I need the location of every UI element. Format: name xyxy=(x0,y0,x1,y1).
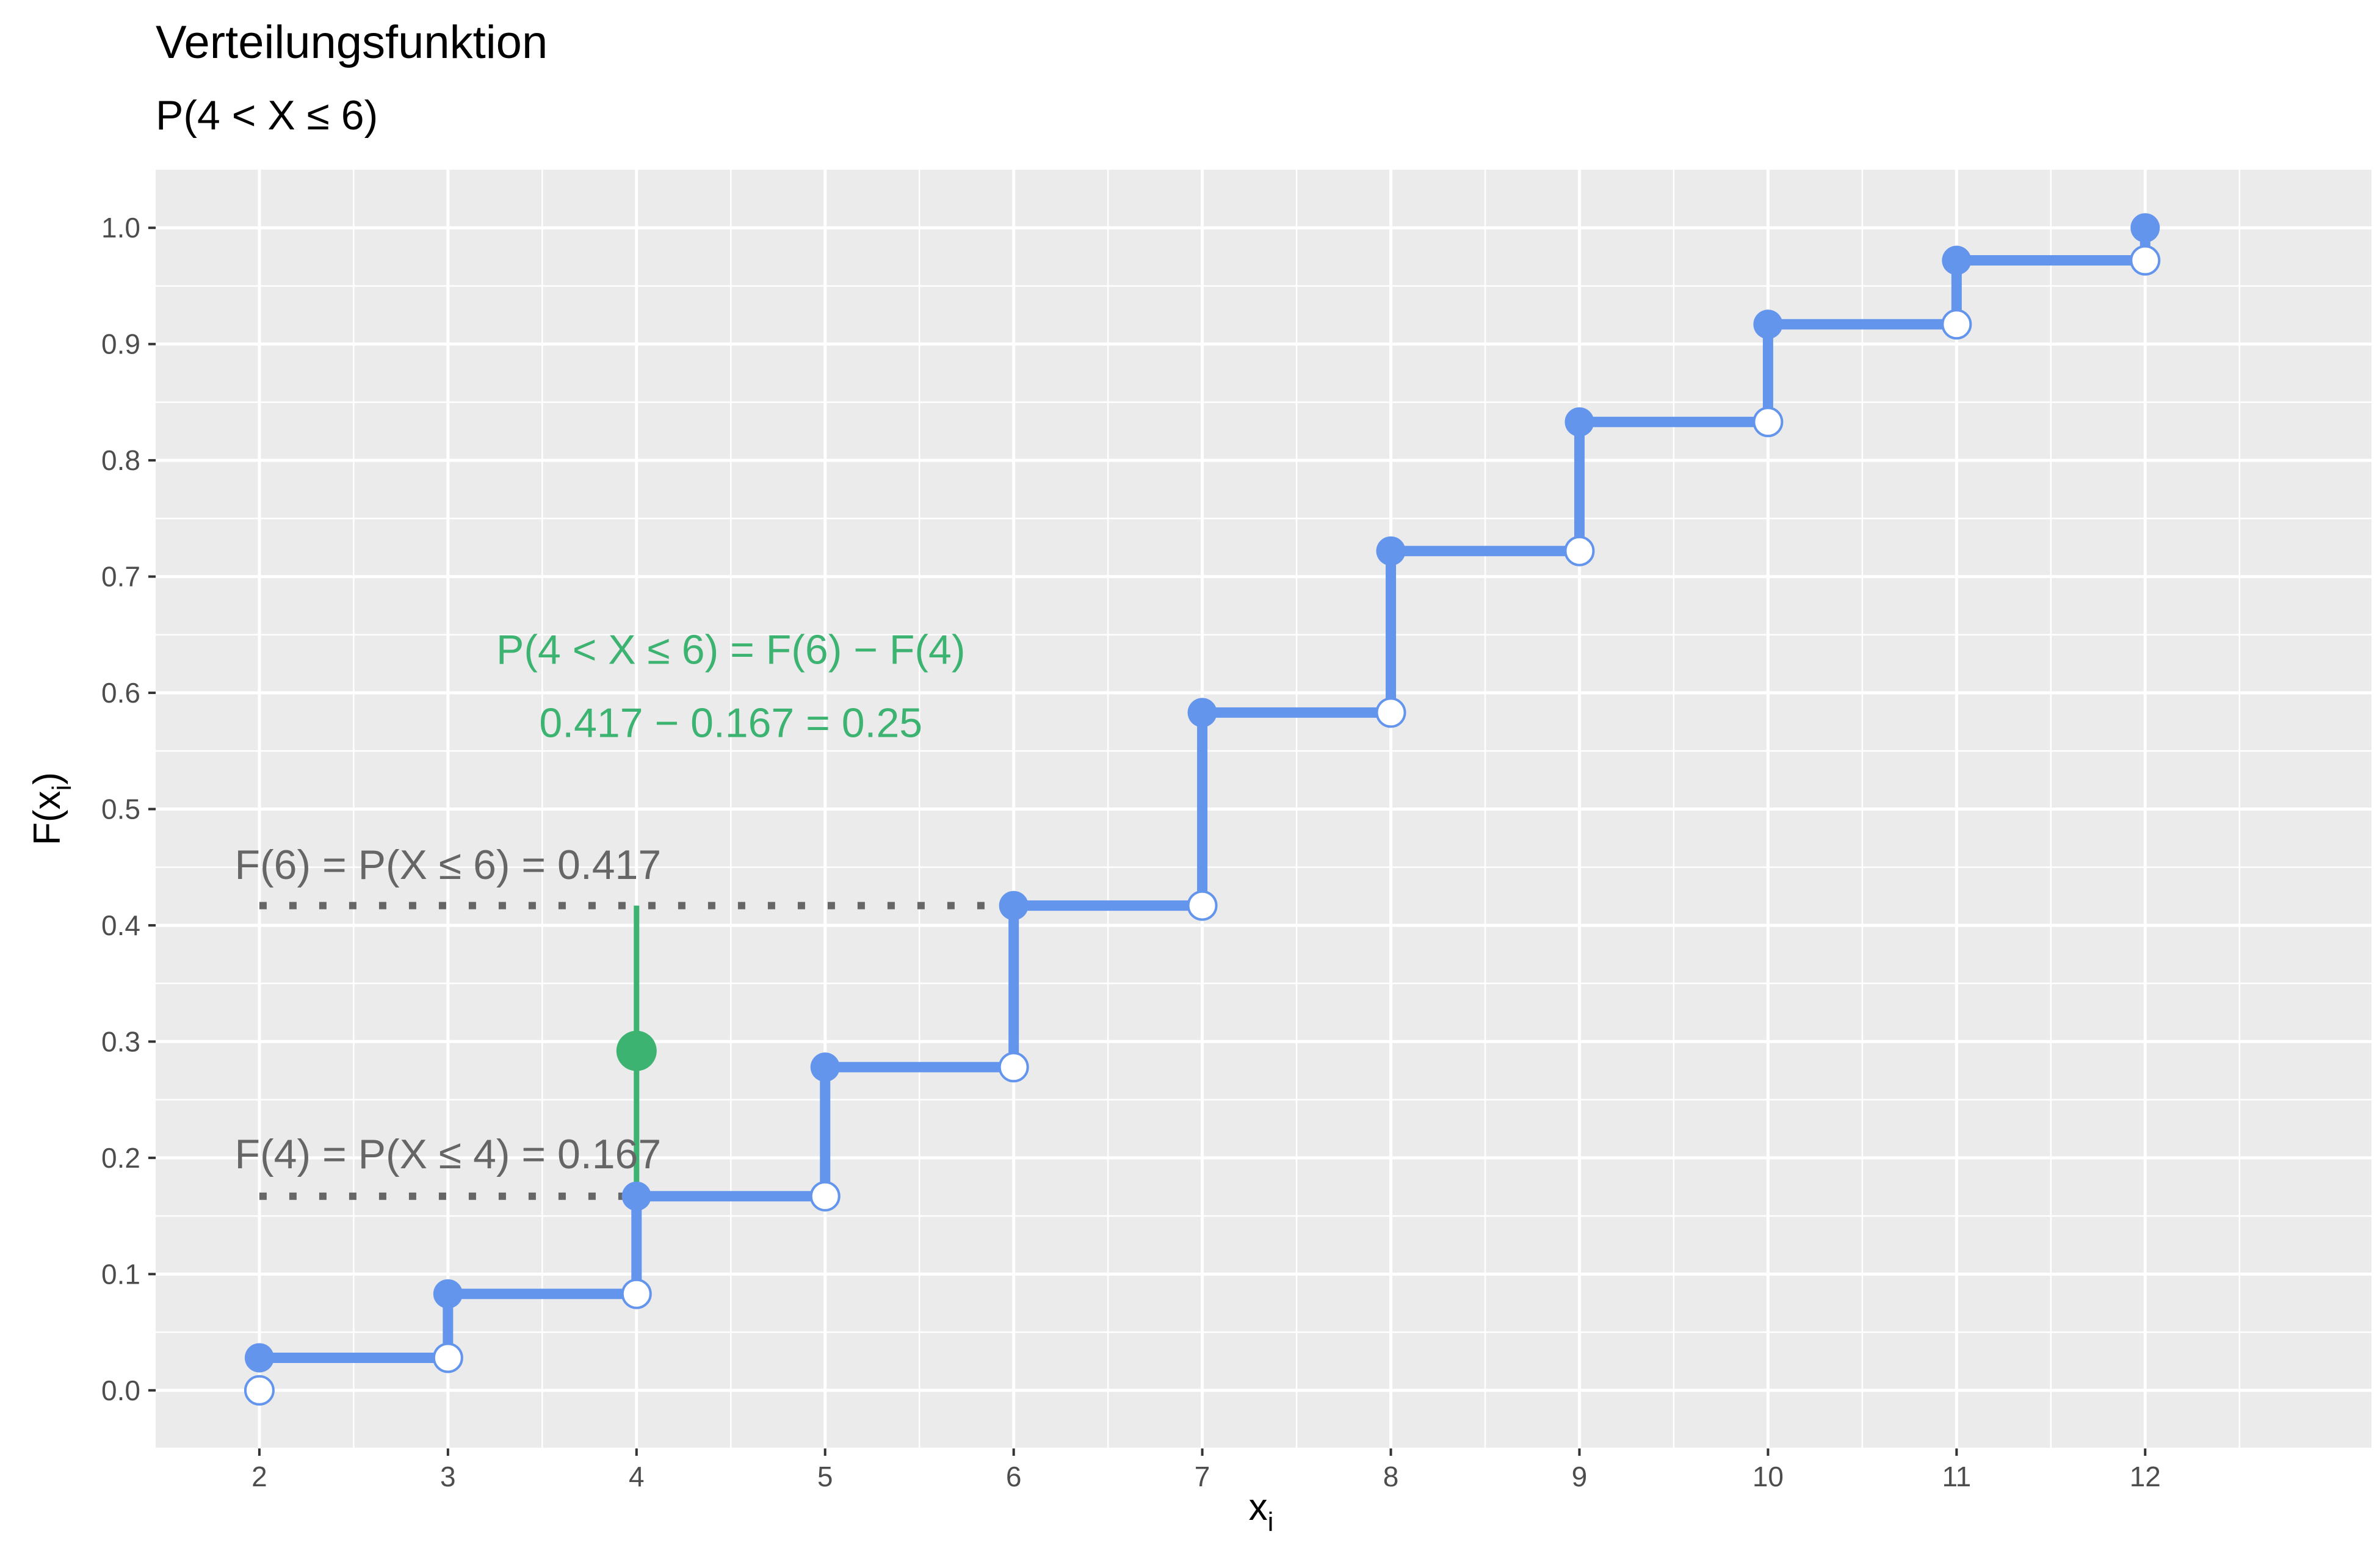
y-tick-label: 0.4 xyxy=(101,909,140,941)
x-tick-label: 8 xyxy=(1383,1461,1399,1492)
cdf-point-filled xyxy=(1376,536,1406,566)
x-axis: 2 3 4 5 6 7 8 9 10 11 12 xyxy=(251,1448,2161,1492)
cdf-point-open xyxy=(809,1181,841,1212)
probability-midpoint xyxy=(616,1030,657,1071)
x-tick-label: 9 xyxy=(1572,1461,1588,1492)
y-tick-label: 0.2 xyxy=(101,1142,140,1174)
y-tick-label: 1.0 xyxy=(101,212,140,244)
x-tick-label: 12 xyxy=(2130,1461,2161,1492)
cdf-point-open xyxy=(998,1052,1029,1083)
x-tick-label: 11 xyxy=(1942,1461,1971,1492)
chart-subtitle: P(4 < X ≤ 6) xyxy=(156,92,378,139)
annotation-f4: F(4) = P(X ≤ 4) = 0.167 xyxy=(234,1131,661,1177)
y-axis-title-subscript: i xyxy=(47,785,77,791)
cdf-point-filled xyxy=(244,1343,274,1373)
cdf-point-open xyxy=(244,1375,275,1406)
cdf-step-lines xyxy=(259,228,2150,1363)
cdf-point-filled xyxy=(1187,698,1217,728)
cdf-points xyxy=(244,213,2161,1406)
cdf-point-filled xyxy=(1942,245,1972,275)
cdf-point-filled xyxy=(1753,309,1783,339)
x-axis-title-subscript: i xyxy=(1268,1507,1274,1537)
cdf-point-open xyxy=(432,1342,463,1373)
cdf-point-filled xyxy=(999,891,1029,920)
y-tick-label: 0.5 xyxy=(101,794,140,825)
x-tick-label: 5 xyxy=(817,1461,833,1492)
annotation-calc: 0.417 − 0.167 = 0.25 xyxy=(539,700,922,746)
cdf-point-open xyxy=(1375,697,1406,728)
y-tick-label: 0.0 xyxy=(101,1375,140,1406)
x-tick-label: 2 xyxy=(251,1461,267,1492)
cdf-point-filled xyxy=(621,1181,651,1211)
reference-lines xyxy=(259,902,1014,1200)
y-axis-title-close: ) xyxy=(26,772,68,785)
annotations: P(4 < X ≤ 6) = F(6) − F(4) 0.417 − 0.167 … xyxy=(234,626,965,1177)
x-tick-label: 7 xyxy=(1195,1461,1210,1492)
y-axis: 0.0 0.1 0.2 0.3 0.4 0.5 0.6 0.7 0.8 0.9 1.0 xyxy=(101,212,156,1406)
annotation-f6: F(6) = P(X ≤ 6) = 0.417 xyxy=(234,842,661,888)
cdf-point-filled xyxy=(433,1279,463,1309)
cdf-point-filled xyxy=(2130,213,2160,243)
annotation-formula: P(4 < X ≤ 6) = F(6) − F(4) xyxy=(496,626,966,673)
x-axis-title: xi xyxy=(1249,1486,1274,1537)
cdf-point-open xyxy=(1941,309,1972,340)
y-tick-label: 0.8 xyxy=(101,444,140,476)
cdf-point-filled xyxy=(810,1052,840,1082)
cdf-point-filled xyxy=(1564,407,1594,437)
cdf-point-open xyxy=(1564,535,1595,566)
y-tick-label: 0.6 xyxy=(101,677,140,709)
y-tick-label: 0.3 xyxy=(101,1025,140,1057)
y-tick-label: 0.7 xyxy=(101,561,140,593)
y-tick-label: 0.9 xyxy=(101,328,140,360)
cdf-point-open xyxy=(1752,407,1784,438)
chart-title: Verteilungsfunktion xyxy=(156,16,548,68)
x-tick-label: 4 xyxy=(629,1461,645,1492)
probability-segment xyxy=(616,905,657,1196)
cdf-point-open xyxy=(1187,890,1218,921)
x-tick-label: 6 xyxy=(1006,1461,1022,1492)
cdf-point-open xyxy=(621,1278,652,1309)
x-tick-label: 3 xyxy=(440,1461,456,1492)
x-axis-title-main: x xyxy=(1249,1486,1268,1528)
y-tick-label: 0.1 xyxy=(101,1258,140,1290)
x-tick-label: 10 xyxy=(1752,1461,1784,1492)
cdf-point-open xyxy=(2130,245,2161,276)
y-axis-title-main: F(x xyxy=(26,790,68,845)
y-axis-title: F(xi) xyxy=(26,772,77,845)
